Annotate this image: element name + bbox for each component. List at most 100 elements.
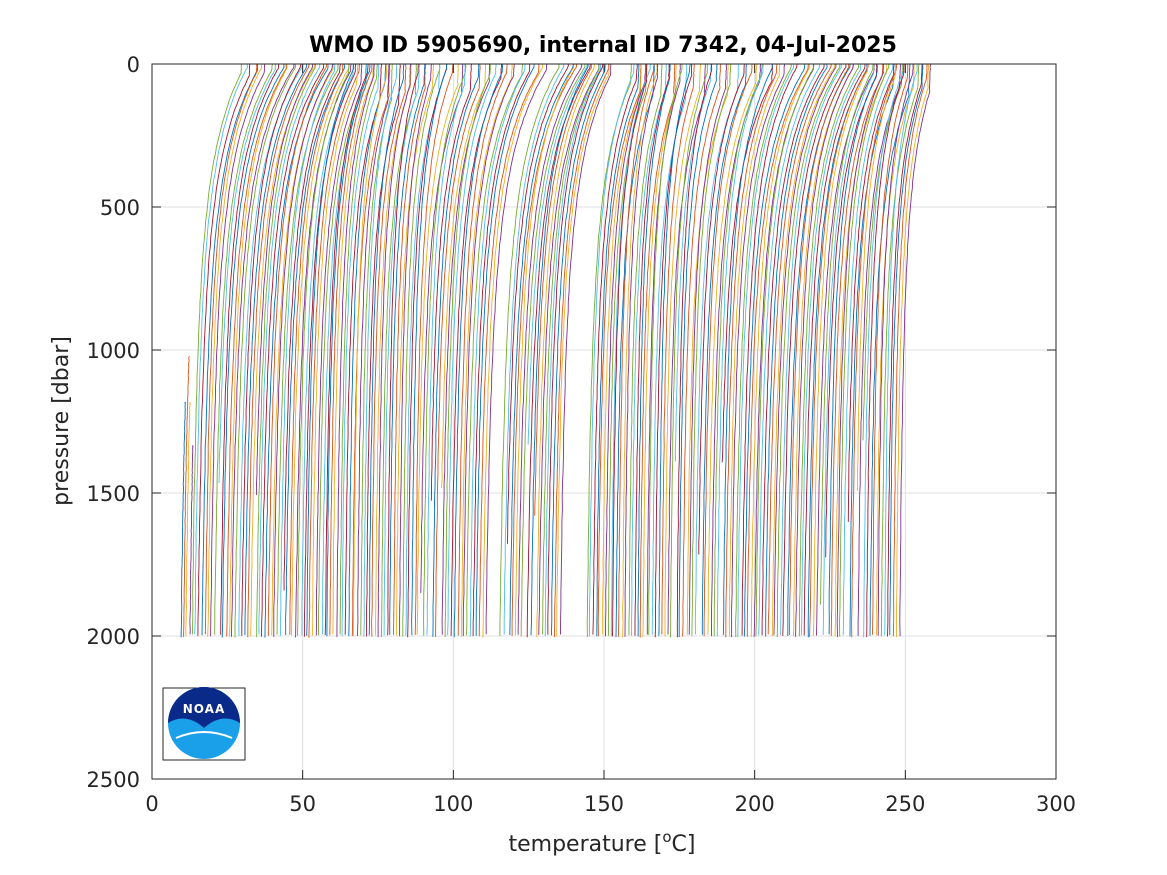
profile-line (637, 63, 671, 637)
y-axis-label: pressure [dbar] (49, 336, 74, 506)
profile-line (691, 63, 732, 636)
profile-line (602, 63, 643, 635)
profile-line (820, 63, 874, 605)
profile-line (877, 63, 914, 636)
profile-line (231, 63, 295, 637)
profile-line (214, 63, 273, 635)
y-tick-label: 1000 (87, 339, 140, 363)
profile-line (395, 63, 435, 636)
profile-line (402, 63, 441, 637)
profile-line (383, 63, 421, 636)
profile-line (654, 63, 693, 638)
profile-line (416, 63, 460, 635)
profile-line (828, 63, 878, 635)
profile-line (264, 63, 329, 638)
profile-line (765, 63, 828, 637)
profile-line (244, 63, 308, 636)
x-tick-label: 200 (735, 792, 775, 816)
profile-line (728, 63, 781, 637)
profile-line (698, 63, 745, 555)
profile-line (822, 63, 875, 635)
profile-line (527, 63, 588, 445)
profile-line (405, 63, 441, 636)
profile-line (321, 63, 368, 635)
profile-line (816, 63, 875, 636)
profile-line (466, 63, 523, 636)
axis-ticks (151, 63, 1057, 780)
profile-line (605, 63, 647, 637)
profile-line (755, 63, 815, 637)
profile-line (447, 63, 497, 636)
profile-line (414, 64, 454, 635)
profile-line (648, 63, 683, 636)
profile-line (800, 63, 862, 636)
profile-line (366, 63, 401, 637)
profile-line (511, 63, 578, 636)
profile-line (586, 64, 632, 638)
profile-line (399, 64, 432, 637)
profile-line (301, 63, 354, 636)
profile-line (341, 63, 380, 637)
profile-line (842, 63, 894, 636)
profile-line (351, 64, 391, 637)
profile-line (610, 63, 651, 637)
profile-line (735, 63, 792, 638)
profile-line (798, 63, 860, 637)
profile-line (250, 63, 315, 637)
profile-line (856, 63, 897, 491)
profile-line (542, 64, 600, 635)
profile-line (694, 63, 739, 635)
profile-line (634, 63, 670, 636)
profile-line (849, 64, 895, 637)
profile-line (295, 63, 352, 638)
profile-line (482, 63, 544, 638)
profile-line (889, 63, 924, 635)
profile-line (556, 63, 611, 637)
profile-line (393, 63, 427, 635)
profile-line (197, 63, 251, 636)
profile-line (306, 63, 355, 636)
profile-line (776, 63, 841, 638)
profile-line (377, 63, 412, 638)
profile-line (311, 64, 359, 636)
profile-line (258, 64, 321, 635)
profile-line (758, 63, 821, 636)
profile-line (283, 63, 341, 591)
profile-line (674, 63, 712, 462)
profile-line (503, 63, 565, 635)
profile-line (809, 64, 869, 637)
profile-line (185, 401, 191, 636)
profile-line (279, 63, 336, 636)
profile-line (526, 63, 591, 638)
profile-line (475, 63, 535, 636)
profile-line (646, 63, 681, 635)
x-axis-label: temperature [oC] (508, 828, 695, 857)
profile-line (713, 63, 763, 637)
profile-line (658, 63, 691, 636)
profile-line (741, 63, 798, 636)
profile-line (750, 63, 810, 638)
profile-line (517, 63, 583, 635)
profile-line (435, 63, 481, 637)
profile-line (550, 63, 606, 636)
profile-line (721, 63, 774, 463)
profile-line (457, 63, 508, 636)
profile-line (461, 63, 513, 637)
profile-line (737, 63, 795, 638)
profile-line (229, 63, 288, 637)
profile-line (420, 63, 464, 593)
profile-line (746, 63, 809, 637)
profile-line (387, 63, 419, 636)
profile-line (651, 63, 688, 635)
y-tick-label: 500 (100, 196, 140, 220)
profile-line (344, 63, 382, 635)
profile-line (639, 63, 676, 638)
profile-line (622, 63, 658, 638)
profile-line (273, 64, 333, 637)
profile-line (670, 63, 709, 638)
profile-line (851, 63, 898, 638)
profile-line (596, 63, 640, 637)
profile-line (872, 63, 909, 635)
profile-line (839, 63, 890, 637)
profile-line (271, 64, 334, 636)
